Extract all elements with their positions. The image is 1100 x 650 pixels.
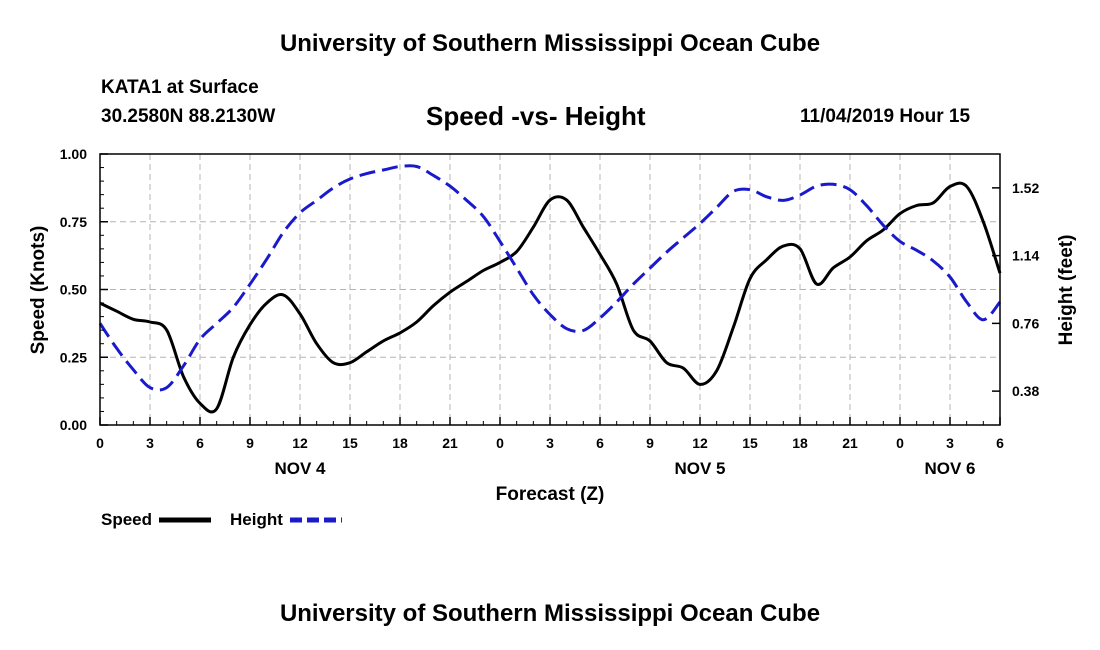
legend-label-speed: Speed (101, 510, 152, 529)
x-tick-label: 0 (496, 435, 504, 451)
y2-tick-label: 1.52 (1012, 180, 1039, 196)
legend-label-height: Height (230, 510, 283, 529)
x-tick-label: 6 (996, 435, 1004, 451)
x-tick-label: 3 (946, 435, 954, 451)
x-tick-label: 18 (392, 435, 408, 451)
x-tick-label: 15 (742, 435, 758, 451)
y-tick-label: 0.50 (60, 282, 87, 298)
x-tick-label: 12 (292, 435, 308, 451)
x-tick-label: 21 (842, 435, 858, 451)
x-tick-label: 0 (96, 435, 104, 451)
x-tick-label: 0 (896, 435, 904, 451)
y-tick-label: 1.00 (60, 146, 87, 162)
x-tick-label: 6 (596, 435, 604, 451)
y2-tick-label: 1.14 (1012, 248, 1039, 264)
x-tick-label: 12 (692, 435, 708, 451)
station-label: KATA1 at Surface (101, 77, 259, 98)
legend: Speed Height (101, 510, 342, 529)
y2-tick-label: 0.38 (1012, 383, 1039, 399)
top-title: University of Southern Mississippi Ocean… (279, 30, 821, 57)
axis-ticks: 0 3 6 9 12 15 18 21 0 3 6 9 12 15 18 21 0 3 6 0.00 0.25 0.50 0… (60, 146, 1040, 478)
x-axis-label: Forecast (Z) (496, 484, 605, 505)
y-tick-label: 0.00 (60, 417, 87, 433)
x-tick-label: 18 (792, 435, 808, 451)
day-label: NOV 4 (274, 459, 326, 478)
x-tick-label: 9 (646, 435, 654, 451)
y2-axis-label: Height (feet) (1056, 235, 1077, 346)
series-line-speed (99, 181, 1002, 414)
bottom-title: University of Southern Mississippi Ocean… (279, 600, 821, 627)
x-tick-label: 9 (246, 435, 254, 451)
x-tick-label: 3 (546, 435, 554, 451)
y-axis-label: Speed (Knots) (28, 226, 49, 355)
series-line-height (98, 164, 1002, 392)
forecast-datetime: 11/04/2019 Hour 15 (800, 106, 971, 127)
x-tick-label: 15 (342, 435, 358, 451)
y2-tick-label: 0.76 (1012, 315, 1039, 331)
y-tick-label: 0.25 (60, 349, 87, 365)
x-tick-label: 3 (146, 435, 154, 451)
day-label: NOV 6 (924, 459, 975, 478)
day-label: NOV 5 (674, 459, 725, 478)
series-group (98, 164, 1002, 414)
coordinates-label: 30.2580N 88.2130W (101, 106, 276, 127)
x-tick-label: 6 (196, 435, 204, 451)
y-tick-label: 0.75 (60, 214, 87, 230)
grid (100, 154, 1000, 425)
chart-title: Speed -vs- Height (426, 101, 646, 131)
x-tick-label: 21 (442, 435, 458, 451)
